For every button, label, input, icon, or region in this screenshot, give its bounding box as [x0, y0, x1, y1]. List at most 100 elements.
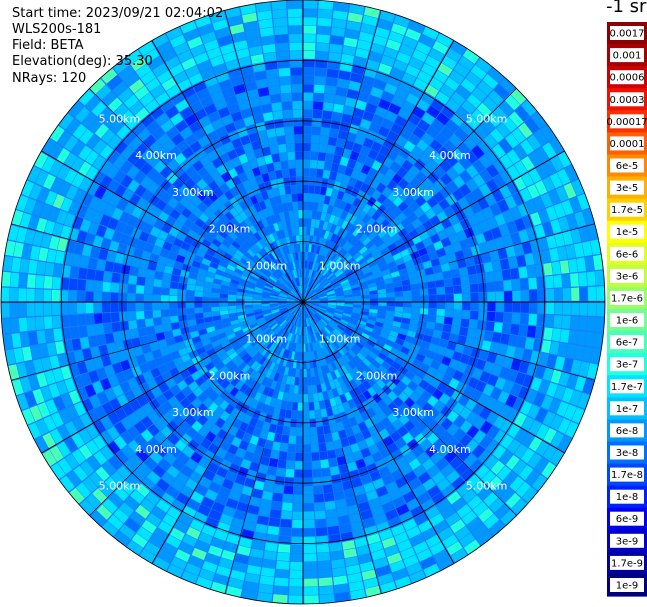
range-bin [294, 478, 303, 487]
range-bin [334, 339, 342, 348]
range-bin [242, 72, 255, 84]
range-bin [538, 352, 549, 366]
range-bin [331, 431, 340, 441]
range-bin [286, 143, 295, 152]
range-bin [191, 355, 202, 365]
range-bin [269, 371, 276, 380]
range-bin [468, 274, 478, 284]
range-bin [343, 329, 352, 337]
range-bin [266, 189, 275, 199]
range-bin [270, 304, 279, 308]
range-bin [206, 130, 219, 143]
range-bin [467, 377, 479, 389]
range-bin [280, 290, 288, 296]
range-bin [370, 248, 380, 256]
range-bin [465, 398, 477, 411]
range-bin [374, 369, 384, 379]
range-bin [260, 567, 275, 577]
range-bin [420, 556, 437, 570]
colorbar-label-box [610, 357, 644, 372]
range-bin [390, 247, 400, 256]
range-bin [511, 498, 528, 515]
range-bin [345, 327, 354, 334]
range-bin [285, 134, 294, 144]
range-bin [305, 286, 309, 295]
range-bin [49, 355, 60, 370]
range-bin [450, 548, 468, 563]
range-bin [522, 374, 534, 389]
range-bin [78, 161, 92, 177]
range-bin [223, 272, 233, 279]
range-bin [503, 312, 512, 323]
range-bin [320, 408, 328, 418]
range-bin [543, 262, 553, 276]
range-bin [311, 304, 319, 307]
range-bin [332, 317, 340, 323]
range-bin [453, 293, 462, 302]
range-bin [525, 199, 538, 214]
range-bin [122, 255, 133, 266]
range-bin [290, 376, 296, 385]
range-bin [489, 203, 502, 216]
range-bin [344, 302, 353, 305]
range-bin [360, 145, 371, 157]
range-bin [69, 487, 85, 504]
range-bin [392, 386, 403, 397]
range-bin [289, 34, 302, 43]
range-bin [249, 246, 258, 255]
range-bin [224, 404, 235, 415]
range-bin [344, 212, 353, 222]
range-bin [18, 288, 27, 302]
range-bin [215, 234, 225, 243]
range-bin [365, 186, 376, 197]
range-bin [460, 318, 470, 328]
range-bin [376, 215, 386, 225]
range-bin [230, 319, 240, 326]
range-bin [202, 196, 213, 208]
range-bin [292, 101, 303, 110]
range-bin [317, 392, 324, 401]
range-bin [512, 397, 525, 412]
range-bin [452, 175, 465, 188]
range-bin [178, 541, 194, 555]
range-bin [107, 374, 120, 388]
range-bin [454, 526, 471, 541]
range-bin [261, 248, 269, 257]
range-bin [239, 211, 248, 221]
range-bin [329, 380, 336, 390]
range-bin [330, 253, 338, 262]
range-bin [193, 432, 205, 445]
range-bin [313, 324, 318, 333]
range-bin [448, 359, 460, 370]
range-bin [274, 284, 282, 290]
range-bin [327, 525, 340, 536]
ring-label: 1.00km [319, 259, 361, 272]
range-bin [305, 269, 308, 278]
range-bin [275, 476, 285, 486]
range-bin [48, 207, 60, 222]
range-bin [162, 323, 172, 332]
range-bin [451, 242, 462, 253]
range-bin [458, 56, 475, 71]
range-bin [214, 274, 224, 281]
range-bin [322, 316, 330, 323]
range-bin [199, 476, 212, 489]
range-bin [147, 261, 157, 271]
range-bin [310, 227, 315, 236]
range-bin [379, 493, 392, 505]
range-bin [99, 160, 113, 175]
range-bin [114, 253, 125, 264]
range-bin [288, 294, 296, 299]
range-bin [228, 312, 238, 318]
range-bin [272, 241, 279, 250]
range-bin [243, 143, 254, 154]
range-bin [303, 410, 310, 419]
range-bin [172, 190, 185, 202]
range-bin [541, 461, 556, 479]
range-bin [142, 403, 154, 416]
range-bin [436, 346, 447, 356]
range-bin [211, 537, 226, 549]
range-bin [370, 43, 385, 55]
range-bin [305, 326, 309, 335]
range-bin [279, 293, 288, 297]
